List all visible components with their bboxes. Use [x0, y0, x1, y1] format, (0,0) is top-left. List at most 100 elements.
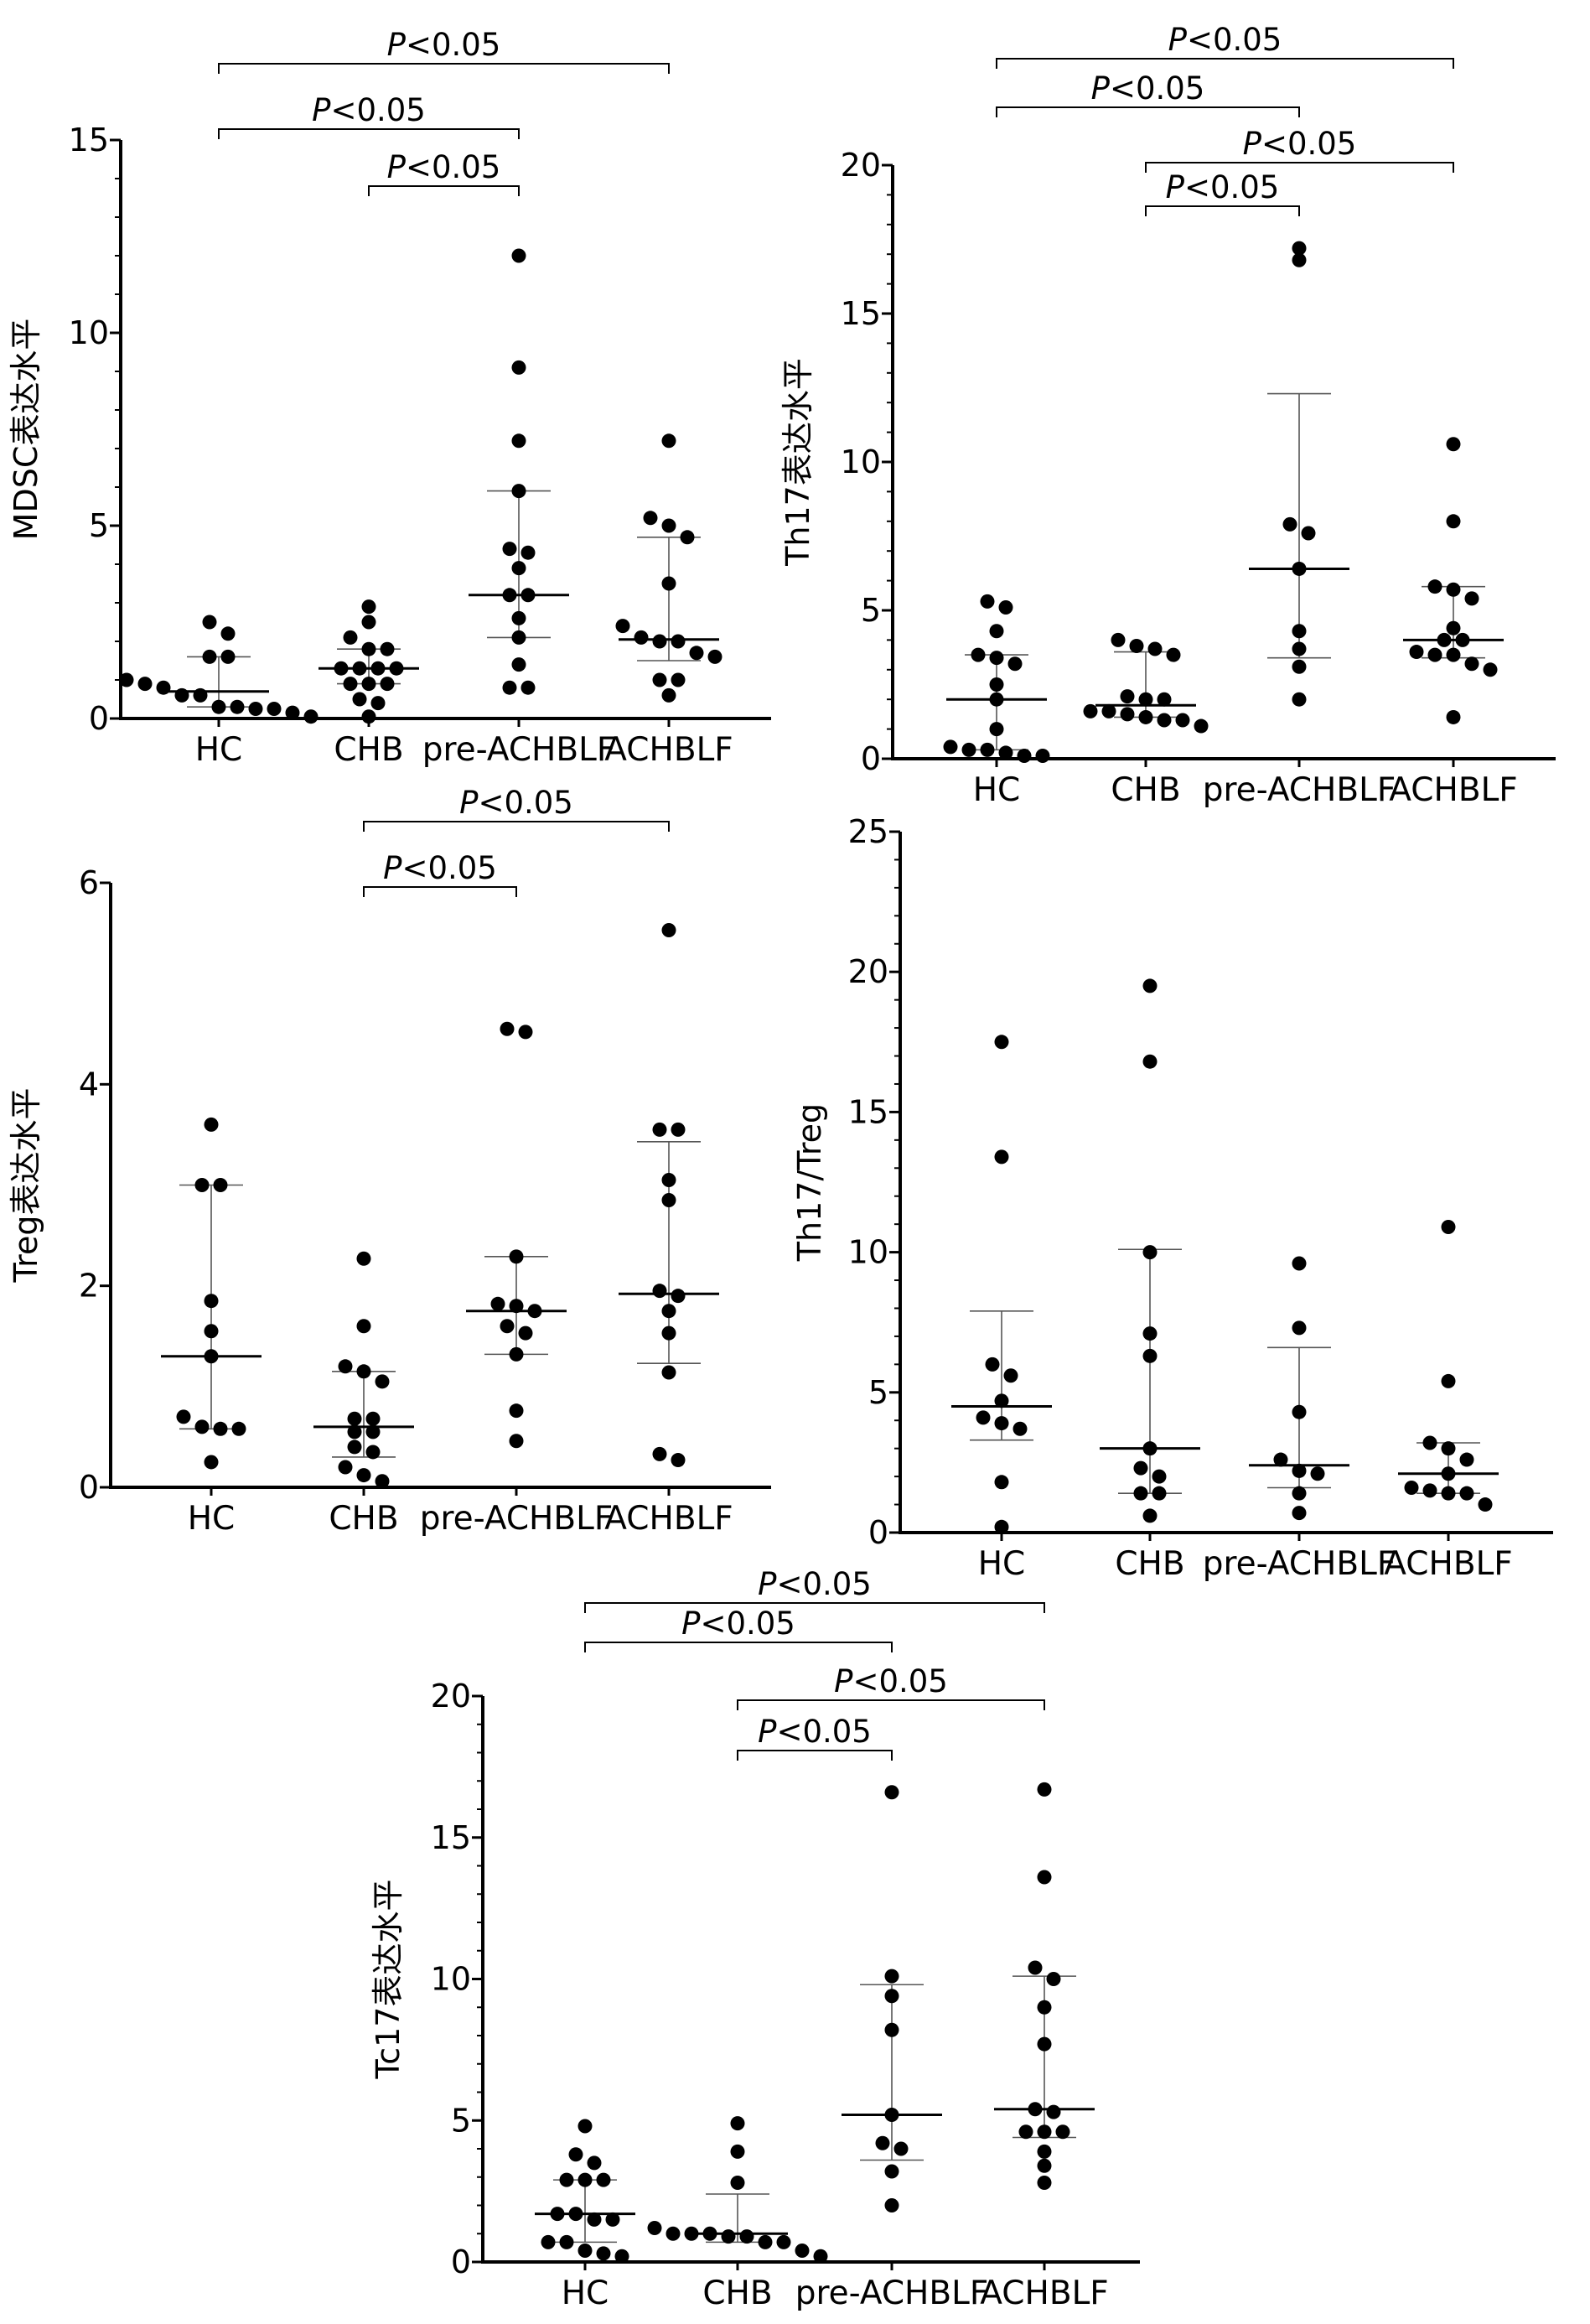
data-point	[1464, 656, 1479, 672]
p-symbol: P	[387, 27, 407, 63]
p-value-label: P<0.05	[1243, 126, 1357, 162]
data-point	[1459, 1452, 1474, 1467]
y-tick-label: 10	[848, 1234, 888, 1271]
data-point	[213, 1421, 228, 1436]
significance-bracket: P<0.05	[1145, 169, 1300, 216]
data-point	[1152, 1486, 1167, 1501]
data-point	[380, 677, 395, 692]
data-point	[587, 2155, 602, 2171]
data-point	[220, 626, 236, 641]
significance-bracket: P<0.05	[737, 1663, 1045, 1710]
x-category-label: HC	[973, 771, 1021, 809]
data-point	[303, 709, 319, 724]
y-tick-label: 5	[89, 507, 109, 544]
data-point	[661, 433, 676, 449]
data-point	[1101, 703, 1116, 718]
data-point	[671, 1289, 686, 1304]
data-point	[730, 2116, 745, 2131]
data-point	[1292, 624, 1307, 639]
data-point	[380, 641, 395, 656]
p-symbol: P	[758, 1714, 777, 1750]
data-point	[500, 1319, 515, 1334]
data-point	[671, 1453, 686, 1468]
data-point	[1310, 1466, 1325, 1481]
data-point	[758, 2234, 773, 2249]
data-point	[1037, 2158, 1052, 2173]
x-category-label: HC	[978, 1545, 1026, 1583]
data-point	[1083, 703, 1098, 718]
data-point	[671, 634, 686, 649]
data-point	[509, 1403, 524, 1419]
data-point	[652, 1284, 667, 1299]
data-point	[1292, 1404, 1307, 1419]
p-symbol: P	[1166, 169, 1185, 205]
significance-bracket: P<0.05	[996, 70, 1300, 117]
x-category-label: CHB	[334, 731, 403, 769]
significance-bracket: P<0.05	[584, 1606, 893, 1652]
data-point	[521, 545, 536, 560]
data-point	[1292, 1506, 1307, 1521]
y-axis-label: Tc17表达水平	[370, 1879, 407, 2079]
data-point	[1046, 2104, 1061, 2119]
data-point	[1157, 713, 1172, 728]
p-threshold: <0.05	[776, 1714, 871, 1750]
data-point	[1120, 707, 1135, 722]
data-point	[605, 2212, 620, 2227]
group-pre-achblf	[1249, 241, 1349, 707]
x-category-label: CHB	[1111, 771, 1180, 809]
data-point	[1427, 647, 1442, 662]
bracket-line	[737, 1750, 893, 1761]
x-category-label: ACHBLF	[980, 2275, 1108, 2312]
significance-bracket: P<0.05	[218, 92, 520, 139]
data-point	[511, 657, 526, 672]
p-threshold: <0.05	[852, 1663, 947, 1699]
data-point	[509, 1346, 524, 1362]
data-point	[1037, 2124, 1052, 2140]
group-hc	[161, 1117, 262, 1470]
data-point	[541, 2234, 556, 2249]
data-point	[1129, 638, 1144, 653]
data-point	[689, 646, 704, 661]
y-tick-label: 0	[861, 740, 881, 777]
data-point	[661, 576, 676, 591]
significance-bracket: P<0.05	[1145, 126, 1454, 173]
data-point	[1404, 1480, 1419, 1495]
data-point	[176, 1409, 191, 1424]
data-point	[248, 702, 263, 716]
data-point	[680, 530, 695, 545]
data-point	[220, 649, 236, 664]
data-point	[1142, 1054, 1158, 1069]
data-point	[577, 2244, 593, 2258]
data-point	[1175, 713, 1190, 728]
data-point	[721, 2229, 736, 2244]
data-point	[156, 680, 171, 695]
data-point	[1046, 1972, 1061, 1986]
p-symbol: P	[681, 1606, 701, 1642]
y-tick-label: 0	[89, 700, 109, 737]
p-value-label: P<0.05	[1091, 70, 1205, 106]
data-point	[1007, 656, 1023, 672]
data-point	[1459, 1486, 1474, 1501]
data-point	[500, 1021, 515, 1036]
data-point	[1446, 647, 1461, 662]
p-symbol: P	[459, 785, 479, 821]
data-point	[671, 672, 686, 687]
data-point	[989, 624, 1004, 639]
data-point	[1292, 659, 1307, 674]
significance-bracket: P<0.05	[368, 149, 520, 196]
data-point	[1483, 662, 1498, 677]
data-point	[1441, 1441, 1456, 1456]
group-pre-achblf	[842, 1785, 942, 2212]
x-category-label: CHB	[1115, 1545, 1184, 1583]
data-point	[1292, 641, 1307, 656]
data-point	[577, 2172, 593, 2187]
data-point	[1427, 579, 1442, 594]
data-point	[893, 2141, 909, 2156]
y-tick-label: 0	[79, 1469, 99, 1506]
p-threshold: <0.05	[1187, 22, 1282, 58]
y-tick-label: 2	[79, 1268, 99, 1305]
y-tick-label: 6	[79, 864, 99, 901]
data-point	[884, 2164, 899, 2179]
data-point	[1446, 620, 1461, 635]
